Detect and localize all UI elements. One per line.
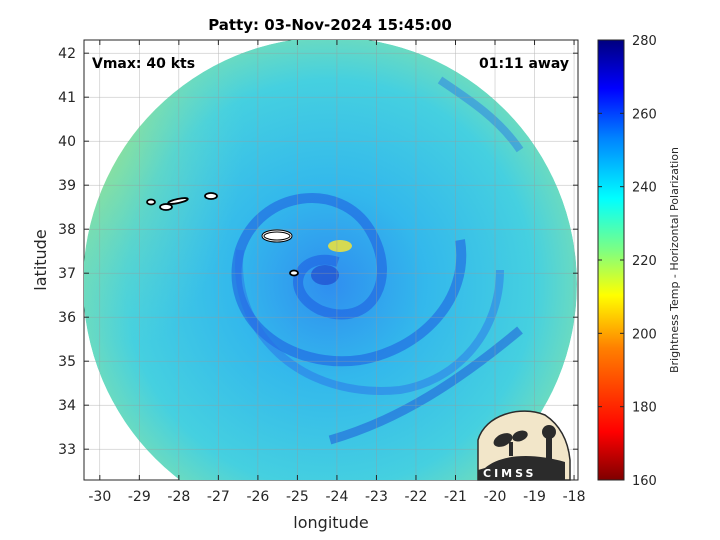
y-tick-label: 34 [58,398,76,414]
time-away-label: 01:11 away [479,56,569,72]
vmax-label: Vmax: 40 kts [92,56,195,72]
rain-band-north [437,76,524,153]
y-tick-label: 35 [58,354,76,370]
x-tick-label: -30 [88,489,111,505]
colorbar-tick-label: 220 [632,254,657,269]
x-tick-label: -29 [128,489,151,505]
water-tower-icon [542,425,556,439]
tick-marks [84,40,578,480]
island-sao-jorge [167,197,189,205]
y-tick-label: 33 [58,442,76,458]
azores-islands [146,192,299,277]
y-tick-label: 40 [58,134,76,150]
plot-title: Patty: 03-Nov-2024 15:45:00 [208,16,452,34]
rain-band-outer [235,249,504,395]
colorbar: 160 180 200 220 240 260 280 Brightness Temp - … [597,34,681,489]
y-tick-label: 37 [58,266,76,282]
convective-core [328,240,352,252]
y-tick-label: 39 [58,178,76,194]
island-santa-maria [289,269,299,277]
island-faial [146,198,156,206]
x-tick-label: -18 [563,489,586,505]
colorbar-tick-label: 180 [632,401,657,416]
colorbar-tick-label: 240 [632,181,657,196]
colorbar-tick-label: 260 [632,107,657,122]
y-axis-label: latitude [31,229,50,290]
y-tick-label: 36 [58,310,76,326]
x-tick-label: -24 [325,489,348,505]
colorbar-tick-label: 160 [632,474,657,489]
x-tick-label: -28 [167,489,190,505]
x-tick-label: -26 [246,489,269,505]
x-tick-labels: -30 -29 -28 -27 -26 -25 -24 -23 -22 -21 -20 -19 -18 [88,489,585,505]
map-area: Vmax: 40 kts 01:11 away CIMSS [83,39,579,481]
satellite-dish-icon-2 [512,430,528,442]
colorbar-tick-label: 280 [632,34,657,49]
x-tick-label: -25 [286,489,309,505]
rain-band-inner [231,193,467,367]
cimss-logo: CIMSS [477,410,571,481]
colorbar-tick-label: 200 [632,327,657,342]
x-tick-label: -27 [207,489,230,505]
satellite-dish-icon [493,433,513,447]
y-tick-label: 38 [58,222,76,238]
rain-band-south [328,326,523,445]
island-pico [159,203,173,211]
y-tick-label: 41 [58,90,76,106]
colorbar-label: Brightness Temp - Horizontal Polarizatio… [668,147,681,373]
x-tick-label: -23 [365,489,388,505]
island-sao-miguel-inner [262,230,292,242]
colorbar-ticks: 160 180 200 220 240 260 280 [598,34,657,489]
island-terceira [204,192,218,200]
logo-text: CIMSS [483,467,536,480]
x-axis-label: longitude [293,513,368,532]
x-tick-label: -20 [484,489,507,505]
x-tick-label: -21 [444,489,467,505]
storm-eye-region [311,265,339,285]
y-tick-label: 42 [58,46,76,62]
x-tick-label: -19 [523,489,546,505]
y-tick-labels: 33 34 35 36 37 38 39 40 41 42 [58,46,76,458]
x-tick-label: -22 [405,489,428,505]
